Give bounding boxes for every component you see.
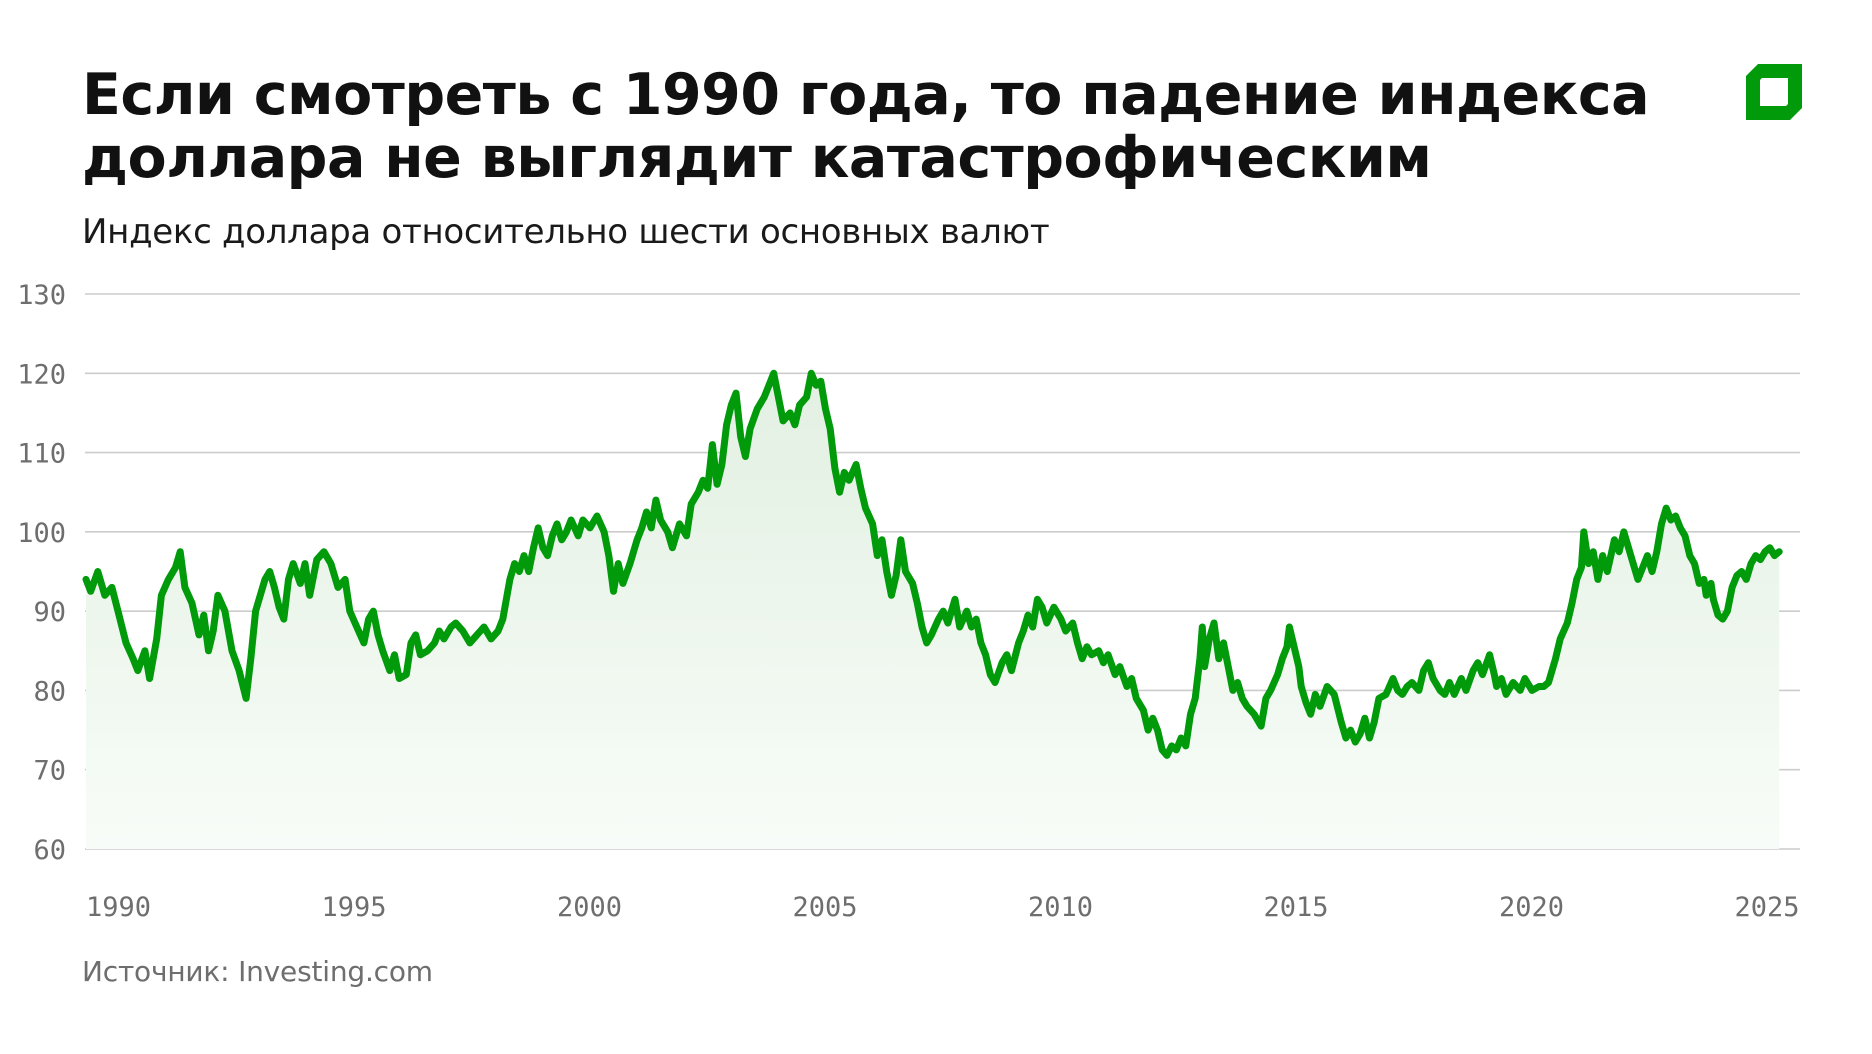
- y-tick-label: 120: [17, 359, 66, 390]
- x-axis-labels: 1990 1995 2000 2005 2010 2015 2020 2025: [86, 892, 1800, 923]
- x-tick-label: 1995: [322, 892, 387, 923]
- x-tick-label: 1990: [86, 892, 151, 923]
- y-tick-label: 70: [33, 756, 66, 787]
- dollar-index-line: [82, 369, 1783, 759]
- x-tick-label: 2005: [793, 892, 858, 923]
- x-tick-label: 2020: [1499, 892, 1564, 923]
- y-tick-label: 80: [33, 676, 66, 707]
- y-tick-label: 110: [17, 439, 66, 470]
- y-tick-label: 90: [33, 597, 66, 628]
- x-tick-label: 2010: [1028, 892, 1093, 923]
- green-square-bracket-logo-icon: [1746, 64, 1802, 120]
- source-note: Источник: Investing.com: [82, 955, 433, 988]
- x-tick-label: 2025: [1735, 892, 1800, 923]
- x-tick-label: 2015: [1264, 892, 1329, 923]
- y-tick-label: 130: [17, 280, 66, 311]
- y-tick-label: 100: [17, 518, 66, 549]
- chart-subtitle: Индекс доллара относительно шести основн…: [82, 212, 1050, 252]
- x-tick-label: 2000: [557, 892, 622, 923]
- chart-title: Если смотреть с 1990 года, то падение ин…: [82, 62, 1650, 191]
- area-fill: [86, 373, 1780, 849]
- y-tick-label: 60: [33, 835, 66, 866]
- y-axis-labels: 60 70 80 90 100 110 120 130: [17, 280, 66, 866]
